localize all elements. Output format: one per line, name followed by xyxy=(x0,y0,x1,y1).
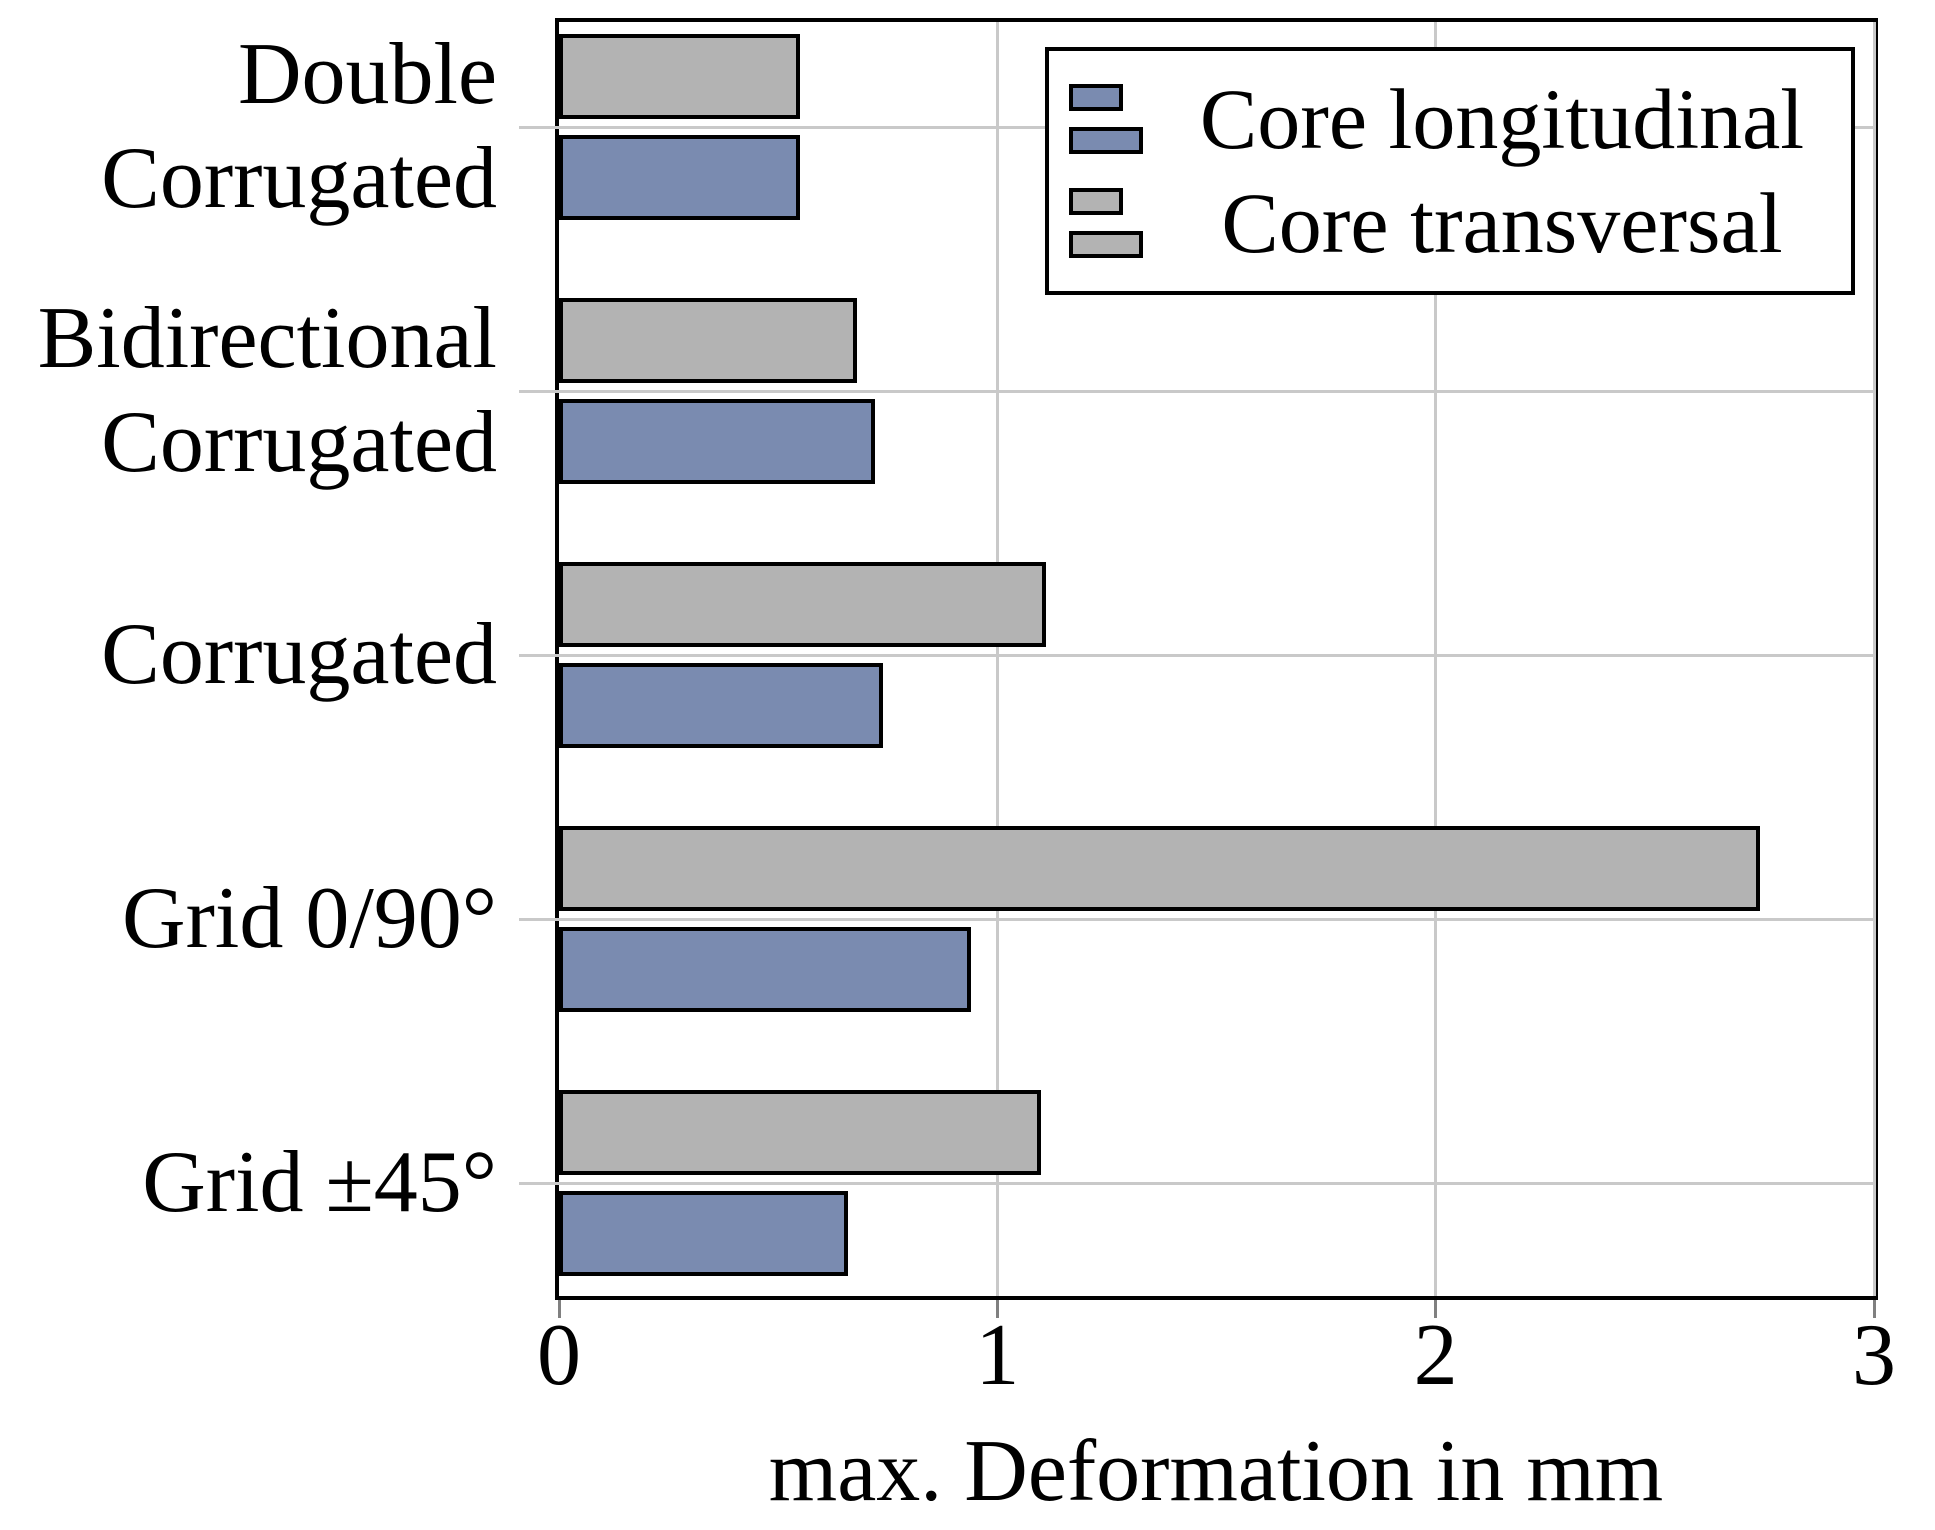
category-label-grid-45: Grid ±45° xyxy=(142,1131,497,1235)
bar-core-longitudinal-corrugated xyxy=(559,663,884,748)
vertical-gridline-2 xyxy=(1434,22,1438,1296)
legend-swatch-large-core-transversal xyxy=(1069,231,1143,259)
horizontal-gridline-grid-0-90 xyxy=(559,917,1874,921)
category-label-line: Double xyxy=(237,26,497,123)
bar-core-transversal-corrugated xyxy=(559,562,1046,647)
bar-core-transversal-grid-0-90 xyxy=(559,826,1761,911)
legend: Core longitudinal Core transversal xyxy=(1045,47,1855,295)
bar-core-longitudinal-grid-0-90 xyxy=(559,927,972,1012)
y-tick-mark-grid-0-90 xyxy=(519,917,559,921)
bar-core-longitudinal-grid-45 xyxy=(559,1191,849,1276)
category-label-line: Grid 0/90° xyxy=(122,870,497,967)
x-tick-mark-2 xyxy=(1434,1300,1438,1318)
horizontal-gridline-corrugated xyxy=(559,653,1874,657)
category-label-grid-0-90: Grid 0/90° xyxy=(122,867,497,971)
legend-entry-core-longitudinal: Core longitudinal xyxy=(1069,76,1831,162)
category-axis-labels: Double Corrugated Bidirectional Corrugated C… xyxy=(0,0,505,1530)
category-label-double-corrugated: Double Corrugated xyxy=(101,23,497,231)
vertical-gridline-1 xyxy=(995,22,999,1296)
vertical-gridline-3 xyxy=(1872,22,1876,1296)
legend-swatch-small-core-transversal xyxy=(1069,188,1123,216)
y-tick-mark-grid-45 xyxy=(519,1181,559,1185)
x-tick-label-0: 0 xyxy=(537,1307,581,1404)
plot-area: Core longitudinal Core transversal xyxy=(519,18,1878,1318)
x-tick-label-2: 2 xyxy=(1413,1307,1458,1404)
y-tick-mark-double-corrugated xyxy=(519,125,559,129)
x-axis-tick-labels: 0 1 2 3 xyxy=(537,1307,1896,1422)
legend-marker-core-transversal xyxy=(1069,188,1147,259)
legend-label-core-longitudinal: Core longitudinal xyxy=(1199,70,1805,167)
legend-label-core-transversal: Core transversal xyxy=(1221,175,1783,272)
bar-core-transversal-double-corrugated xyxy=(559,34,801,119)
x-tick-mark-1 xyxy=(995,1300,999,1318)
x-tick-mark-0 xyxy=(557,1300,561,1318)
legend-marker-core-longitudinal xyxy=(1069,83,1147,154)
category-label-line: Bidirectional xyxy=(37,290,497,387)
y-tick-mark-bidirectional-corrugated xyxy=(519,389,559,393)
x-tick-label-1: 1 xyxy=(975,1307,1020,1404)
category-label-corrugated: Corrugated xyxy=(101,603,497,707)
x-tick-mark-3 xyxy=(1872,1300,1876,1318)
bar-core-longitudinal-bidirectional-corrugated xyxy=(559,399,875,484)
category-label-line: Corrugated xyxy=(101,394,497,491)
category-label-line: Corrugated xyxy=(101,606,497,703)
legend-entry-core-transversal: Core transversal xyxy=(1069,180,1831,266)
legend-swatch-small-core-longitudinal xyxy=(1069,83,1123,111)
bar-core-transversal-grid-45 xyxy=(559,1090,1042,1175)
bar-core-longitudinal-double-corrugated xyxy=(559,135,801,220)
horizontal-gridline-bidirectional-corrugated xyxy=(559,389,1874,393)
x-tick-label-3: 3 xyxy=(1852,1307,1896,1404)
y-tick-mark-corrugated xyxy=(519,653,559,657)
legend-swatch-large-core-longitudinal xyxy=(1069,126,1143,154)
bar-core-transversal-bidirectional-corrugated xyxy=(559,298,858,383)
category-label-line: Grid ±45° xyxy=(142,1134,497,1231)
category-label-line: Corrugated xyxy=(101,130,497,227)
horizontal-gridline-grid-45 xyxy=(559,1181,1874,1185)
category-label-bidirectional-corrugated: Bidirectional Corrugated xyxy=(38,287,497,495)
x-axis-label: max. Deformation in mm xyxy=(768,1423,1664,1520)
